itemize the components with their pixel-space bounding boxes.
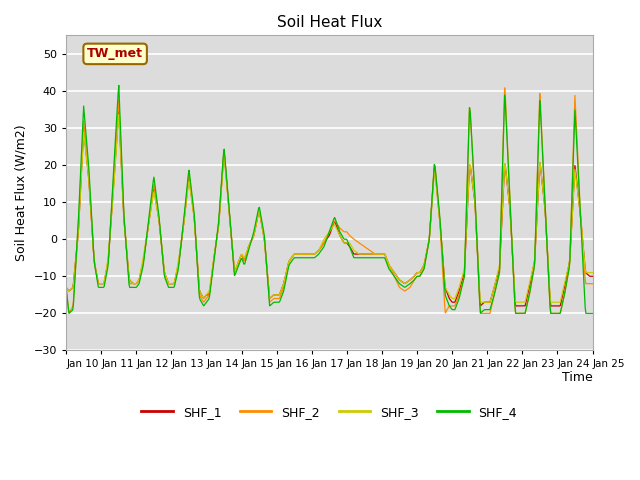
SHF_2 [207, 278, 215, 284]
SHF_2 [477, 311, 484, 316]
SHF_1 [62, 285, 70, 290]
SHF_1 [127, 278, 134, 284]
SHF_4 [127, 285, 134, 290]
Y-axis label: Soil Heat Flux (W/m2): Soil Heat Flux (W/m2) [15, 124, 28, 261]
SHF_1 [589, 274, 596, 279]
Line: SHF_3: SHF_3 [66, 115, 593, 302]
Line: SHF_1: SHF_1 [66, 111, 593, 306]
SHF_2 [393, 279, 401, 285]
SHF_3 [127, 278, 134, 284]
SHF_2 [126, 281, 134, 287]
Line: SHF_4: SHF_4 [66, 85, 593, 313]
SHF_4 [115, 83, 123, 88]
SHF_1 [115, 108, 123, 114]
SHF_1 [72, 258, 79, 264]
SHF_3 [477, 300, 484, 305]
SHF_1 [180, 219, 188, 225]
SHF_4 [208, 276, 216, 281]
SHF_2 [501, 85, 509, 91]
SHF_3 [72, 258, 79, 264]
Line: SHF_2: SHF_2 [66, 88, 593, 313]
SHF_4 [589, 311, 596, 316]
SHF_2 [589, 281, 596, 287]
SHF_4 [72, 264, 79, 270]
SHF_3 [208, 271, 216, 276]
X-axis label: Time: Time [562, 371, 593, 384]
SHF_2 [72, 264, 79, 270]
SHF_4 [62, 285, 70, 290]
SHF_1 [394, 275, 401, 280]
SHF_4 [410, 278, 417, 284]
SHF_3 [62, 285, 70, 290]
Title: Soil Heat Flux: Soil Heat Flux [276, 15, 382, 30]
SHF_1 [410, 275, 417, 280]
SHF_3 [180, 219, 188, 225]
SHF_1 [208, 272, 216, 278]
SHF_1 [512, 303, 520, 309]
SHF_3 [589, 270, 596, 276]
SHF_3 [115, 112, 123, 118]
SHF_4 [394, 278, 401, 284]
SHF_4 [512, 311, 520, 316]
SHF_3 [394, 275, 401, 280]
Text: TW_met: TW_met [87, 48, 143, 60]
SHF_3 [410, 275, 417, 280]
Legend: SHF_1, SHF_2, SHF_3, SHF_4: SHF_1, SHF_2, SHF_3, SHF_4 [136, 401, 522, 424]
SHF_4 [180, 215, 188, 220]
SHF_2 [408, 280, 416, 286]
SHF_2 [62, 285, 70, 290]
SHF_2 [179, 225, 187, 230]
